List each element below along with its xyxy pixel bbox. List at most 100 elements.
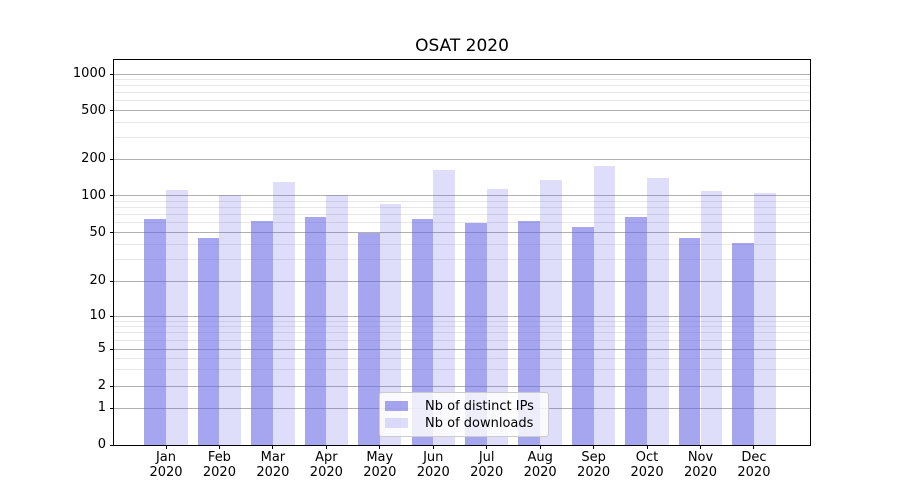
x-tick-year: 2020 xyxy=(737,465,771,480)
y-tick-label: 200 xyxy=(81,151,106,166)
y-tick-mark xyxy=(110,444,114,446)
bar-downloads xyxy=(700,190,723,445)
legend-item-downloads: Nb of downloads xyxy=(385,415,540,431)
bar-distinct-ips xyxy=(732,243,754,445)
y-tick-label: 0 xyxy=(97,437,106,452)
x-tick-label: Dec 2020 xyxy=(722,450,786,480)
y-tick-label: 2 xyxy=(97,378,106,393)
x-tick-label: Apr 2020 xyxy=(294,450,358,480)
gridline-major xyxy=(114,232,810,233)
x-tick-year: 2020 xyxy=(523,465,557,480)
bar-downloads xyxy=(647,177,669,445)
gridline-major xyxy=(114,385,810,387)
x-tick-label: Aug 2020 xyxy=(508,450,572,480)
x-tick-year: 2020 xyxy=(577,465,611,480)
x-tick-month: Feb xyxy=(207,450,231,465)
y-tick-label: 1000 xyxy=(72,66,106,81)
gridline-major xyxy=(114,73,810,75)
y-tick-mark xyxy=(110,195,114,197)
y-tick-mark xyxy=(110,315,114,317)
legend-item-distinct-ips: Nb of distinct IPs xyxy=(385,398,540,414)
x-tick-label: Sep 2020 xyxy=(562,450,626,480)
y-tick-mark xyxy=(110,232,114,233)
bar-distinct-ips xyxy=(678,238,701,445)
bar-downloads xyxy=(379,204,402,445)
gridline-major xyxy=(114,110,810,111)
y-tick-label: 20 xyxy=(89,273,106,288)
chart-title: OSAT 2020 xyxy=(415,36,509,56)
x-tick-mark xyxy=(379,445,381,449)
x-tick-month: Sep xyxy=(581,450,606,465)
legend: Nb of distinct IPs Nb of downloads xyxy=(379,392,549,437)
y-tick-mark xyxy=(110,73,114,75)
x-tick-month: Oct xyxy=(635,450,659,465)
bar-downloads xyxy=(219,195,242,445)
gridline-minor xyxy=(114,79,810,81)
y-tick-label: 1 xyxy=(97,400,106,415)
gridline-major xyxy=(114,158,810,160)
x-tick-month: Jul xyxy=(478,450,495,465)
legend-swatch-distinct-ips xyxy=(385,401,408,411)
y-tick-mark xyxy=(110,158,114,160)
gridline-minor xyxy=(114,259,810,261)
bar-downloads xyxy=(433,169,455,445)
x-tick-label: Jul 2020 xyxy=(455,450,519,480)
gridline-minor xyxy=(114,92,810,94)
x-tick-year: 2020 xyxy=(683,465,718,480)
y-tick-mark xyxy=(110,280,114,282)
y-tick-mark xyxy=(110,407,114,409)
gridline-minor xyxy=(114,357,810,359)
x-tick-year: 2020 xyxy=(630,465,664,480)
gridline-minor xyxy=(114,326,810,328)
bar-distinct-ips xyxy=(251,221,273,445)
legend-swatch-downloads xyxy=(385,418,408,428)
legend-label-distinct-ips: Nb of distinct IPs xyxy=(425,398,534,414)
gridline-major xyxy=(114,348,810,350)
x-tick-mark xyxy=(646,445,648,449)
bar-downloads xyxy=(540,180,562,445)
x-tick-month: Jun xyxy=(423,450,444,465)
x-tick-month: Jan xyxy=(155,450,177,465)
x-tick-year: 2020 xyxy=(470,465,504,480)
x-tick-mark xyxy=(432,445,434,449)
gridline-minor xyxy=(114,320,810,322)
x-tick-label: May 2020 xyxy=(348,450,412,480)
bar-distinct-ips xyxy=(358,232,380,445)
x-tick-mark xyxy=(165,445,167,449)
x-tick-year: 2020 xyxy=(309,465,343,480)
x-tick-label: Jun 2020 xyxy=(401,450,465,480)
x-tick-month: Apr xyxy=(315,450,338,465)
gridline-minor xyxy=(114,243,810,245)
x-tick-label: Feb 2020 xyxy=(187,450,251,480)
bar-distinct-ips xyxy=(304,216,327,445)
gridline-minor xyxy=(114,121,810,123)
bar-distinct-ips xyxy=(144,218,166,445)
bar-downloads xyxy=(753,193,776,445)
y-tick-label: 50 xyxy=(89,224,106,240)
x-tick-month: Nov xyxy=(687,450,714,465)
x-tick-year: 2020 xyxy=(416,465,450,480)
plot-area xyxy=(113,59,811,446)
gridline-minor xyxy=(114,339,810,341)
gridline-major xyxy=(114,195,810,197)
bar-distinct-ips xyxy=(197,238,220,445)
bar-downloads xyxy=(326,194,349,445)
gridline-major xyxy=(114,280,810,282)
x-tick-month: May xyxy=(366,450,394,465)
x-tick-label: Nov 2020 xyxy=(669,450,733,480)
gridline-major xyxy=(114,315,810,317)
y-tick-label: 5 xyxy=(97,341,106,356)
x-tick-year: 2020 xyxy=(149,465,183,480)
y-tick-mark xyxy=(110,385,114,387)
bar-downloads xyxy=(272,181,295,445)
x-tick-mark xyxy=(593,445,595,449)
gridline-minor xyxy=(114,100,810,102)
bar-distinct-ips xyxy=(518,221,541,445)
gridline-minor xyxy=(114,214,810,216)
legend-label-downloads: Nb of downloads xyxy=(425,415,534,431)
bar-distinct-ips xyxy=(411,218,434,445)
x-tick-mark xyxy=(218,445,220,449)
x-tick-label: Mar 2020 xyxy=(241,450,305,480)
x-tick-year: 2020 xyxy=(363,465,397,480)
